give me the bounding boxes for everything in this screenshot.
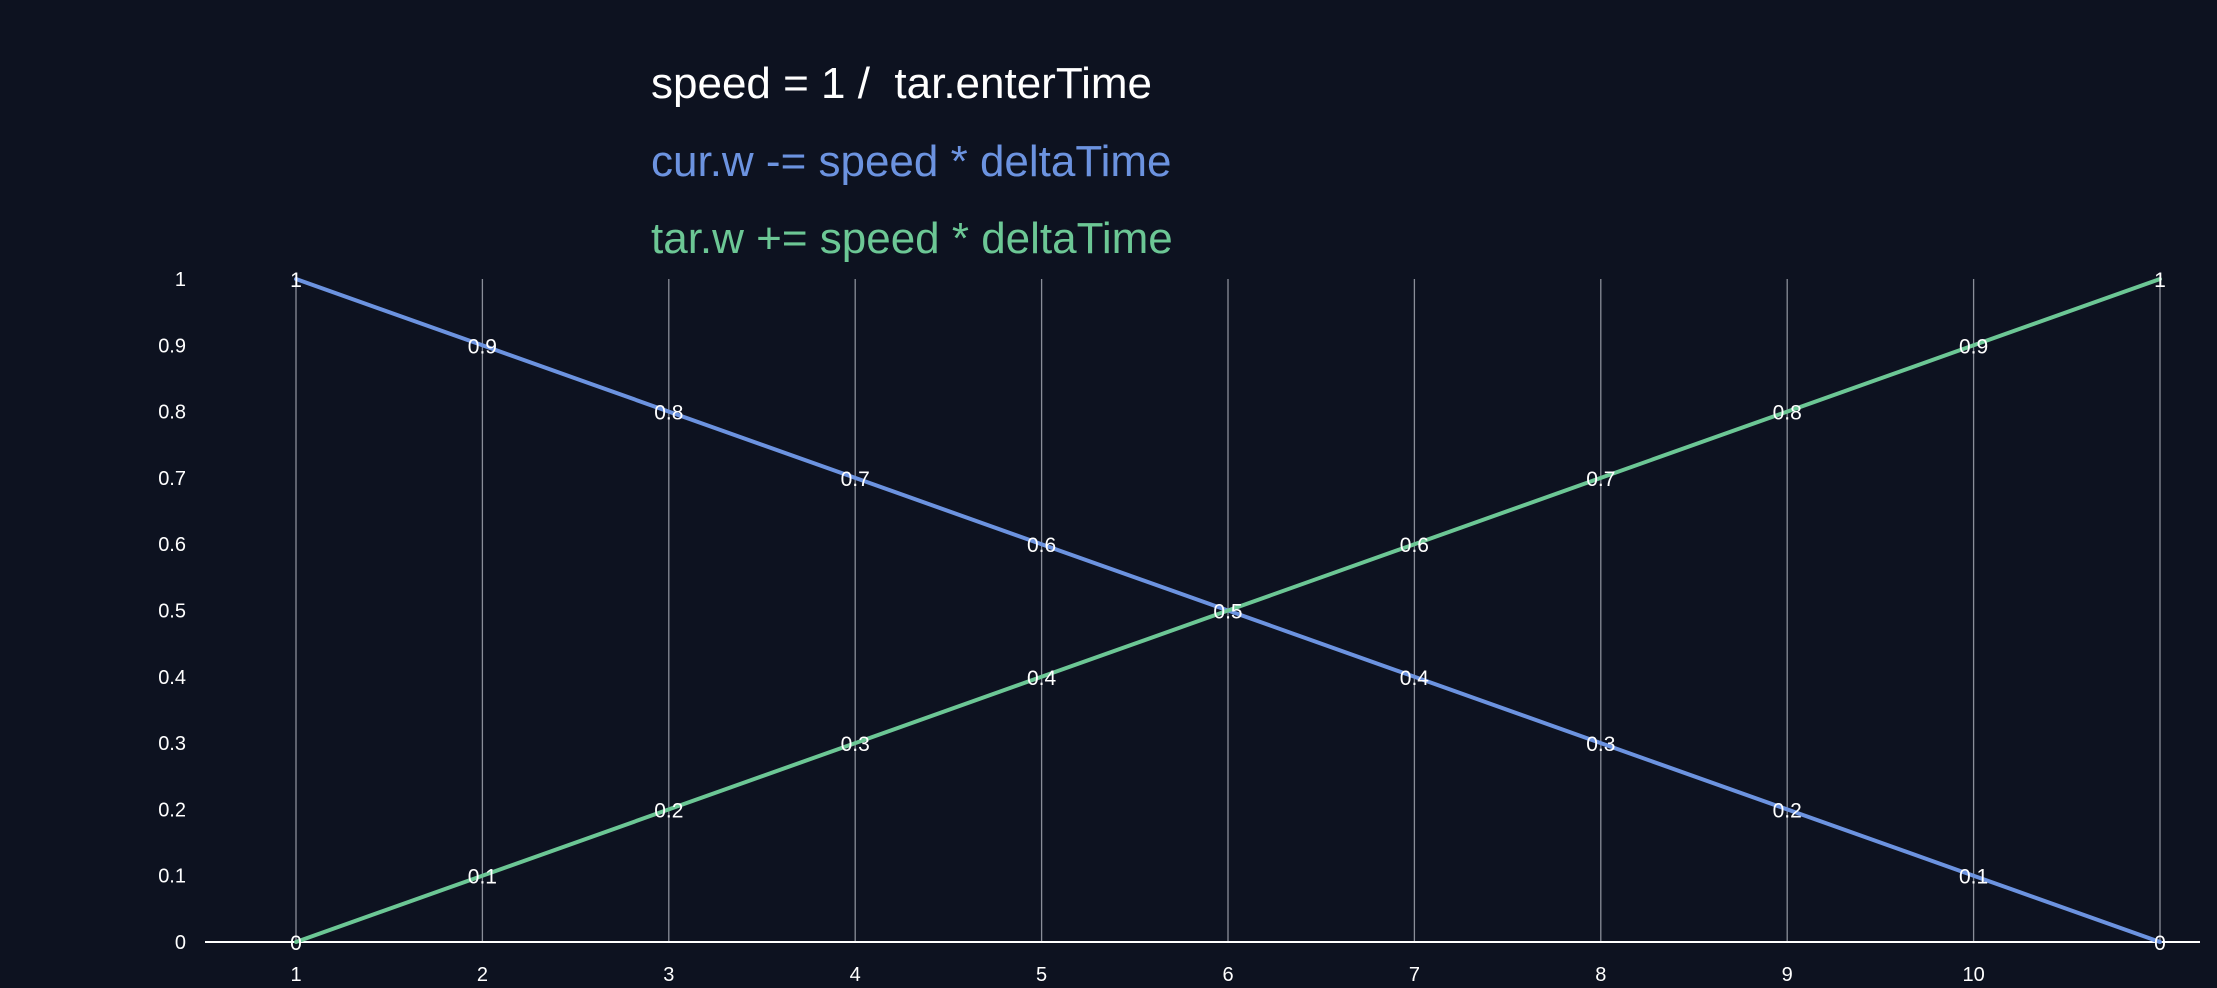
tar-data-label: 0.2 [654, 799, 683, 822]
data-labels: 1 0.9 0.8 0.7 0.6 0.5 0.4 0.3 0.2 0.1 0 0 0.1 0.2 0.3 0… [290, 269, 2166, 955]
y-tick-label: 0.5 [158, 601, 186, 623]
speed-equation: speed = 1 / tar.enterTime [651, 59, 1152, 108]
y-tick-label: 0.3 [158, 733, 186, 755]
x-tick-label: 2 [477, 964, 488, 986]
cur-data-label: 0 [2154, 932, 2166, 955]
tar-data-label: 0.7 [1586, 468, 1615, 491]
y-tick-label: 0.4 [158, 667, 186, 689]
series-lines [294, 277, 2162, 944]
cur-weight-equation: cur.w -= speed * deltaTime [651, 137, 1172, 186]
y-tick-label: 1 [175, 269, 186, 291]
tar-data-label: 0.8 [1773, 402, 1802, 425]
cur-data-label: 0.7 [841, 468, 870, 491]
x-tick-label: 6 [1222, 964, 1233, 986]
cur-data-label: 0.9 [468, 335, 497, 358]
y-tick-label: 0 [175, 932, 186, 954]
tar-data-label: 0.3 [841, 733, 870, 756]
tar-data-label: 0.9 [1959, 335, 1988, 358]
y-tick-label: 0.1 [158, 866, 186, 888]
cur-data-label: 0.5 [1213, 601, 1242, 624]
tar-data-label: 0.4 [1027, 667, 1057, 690]
tar-weight-equation: tar.w += speed * deltaTime [651, 214, 1173, 263]
x-tick-label: 8 [1595, 964, 1606, 986]
axes: 00.10.20.30.40.50.60.70.80.911 2 3 4 5 6 7 8 9 10 [158, 269, 2200, 986]
cur-data-label: 0.3 [1586, 733, 1615, 756]
tar-data-label: 1 [2154, 269, 2166, 292]
x-tick-label: 5 [1036, 964, 1047, 986]
x-tick-label: 1 [290, 964, 301, 986]
cur-data-label: 0.2 [1773, 799, 1802, 822]
cur-data-label: 0.1 [1959, 866, 1988, 889]
y-tick-label: 0.9 [158, 335, 186, 357]
x-tick-label: 3 [663, 964, 674, 986]
x-tick-label: 7 [1409, 964, 1420, 986]
y-tick-label: 0.7 [158, 468, 186, 490]
tar-data-label: 0.6 [1400, 534, 1429, 557]
tar-data-label: 0.1 [468, 866, 497, 889]
cur-data-label: 0.8 [654, 402, 683, 425]
x-tick-label: 4 [850, 964, 861, 986]
gridlines [295, 279, 2161, 942]
y-tick-label: 0.2 [158, 799, 186, 821]
x-tick-label: 9 [1782, 964, 1793, 986]
tar-data-label: 0 [290, 932, 302, 955]
x-tick-label: 10 [1962, 964, 1984, 986]
cur-data-label: 1 [290, 269, 302, 292]
y-tick-label: 0.8 [158, 402, 186, 424]
y-tick-label: 0.6 [158, 534, 186, 556]
tar-series-line [294, 277, 2162, 944]
cur-data-label: 0.6 [1027, 534, 1056, 557]
cur-data-label: 0.4 [1400, 667, 1430, 690]
